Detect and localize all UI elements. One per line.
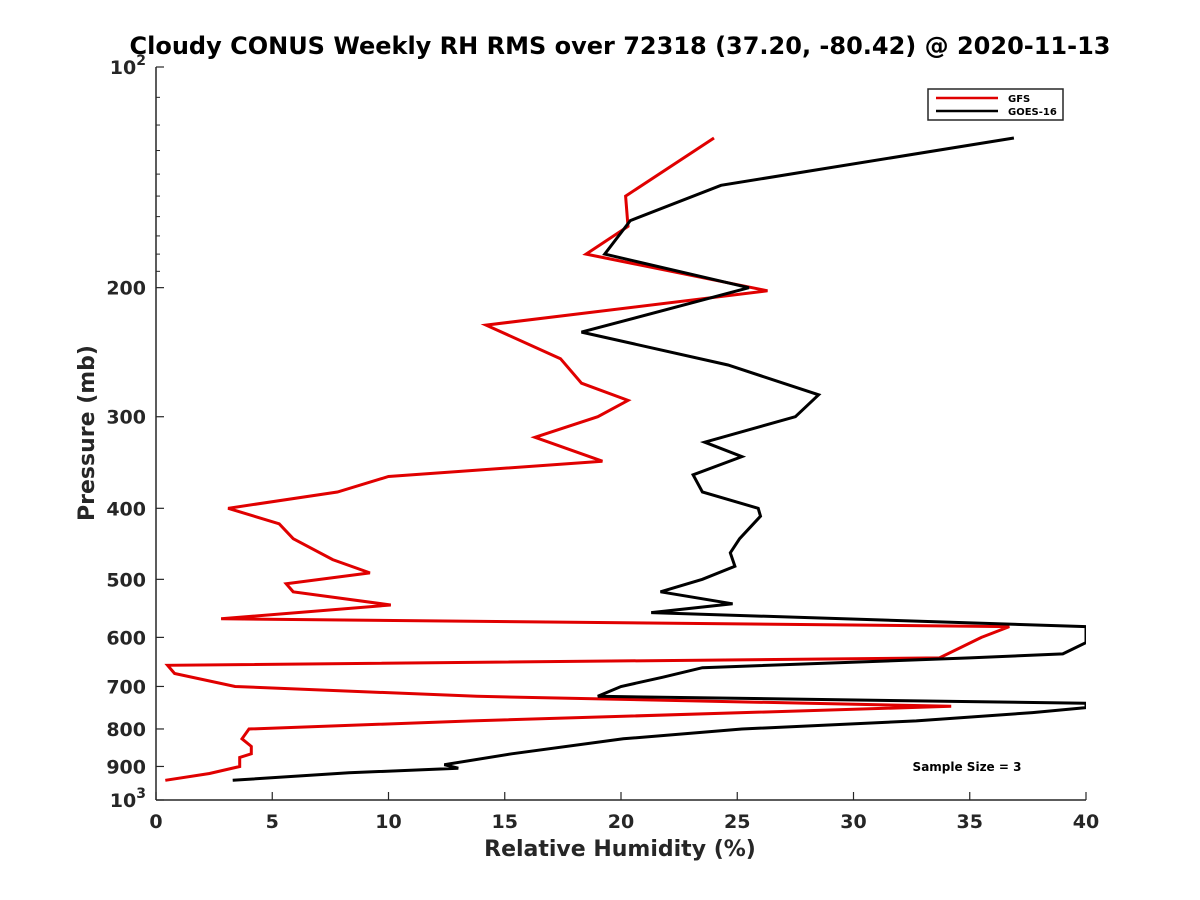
y-tick-label: 400 (106, 498, 146, 520)
y-axis-label: Pressure (mb) (75, 345, 100, 521)
series-line-gfs (164, 136, 1010, 782)
y-tick-label: 200 (106, 278, 146, 300)
x-axis-label: Relative Humidity (%) (484, 837, 756, 862)
y-tick-label: 600 (106, 627, 146, 649)
x-tick-label: 25 (724, 811, 750, 833)
x-tick-label: 40 (1073, 811, 1099, 833)
x-tick-label: 30 (840, 811, 866, 833)
x-tick-label: 5 (266, 811, 279, 833)
legend-box (927, 88, 1064, 121)
series-line-goes-16 (232, 136, 1086, 782)
legend: GFS GOES-16 (927, 88, 1064, 121)
x-tick-label: 20 (608, 811, 634, 833)
x-tick-label: 10 (375, 811, 401, 833)
legend-label: GOES-16 (1008, 107, 1057, 118)
x-tick-label: 0 (149, 811, 162, 833)
x-tick-label: 15 (492, 811, 518, 833)
y-tick-label: 900 (106, 756, 146, 778)
sample-size-annotation: Sample Size = 3 (913, 760, 1022, 774)
legend-label: GFS (1008, 94, 1030, 105)
y-tick-label: 700 (106, 676, 146, 698)
y-tick-label: 500 (106, 569, 146, 591)
y-tick-label: 300 (106, 407, 146, 429)
plot-area: 0 5 10 15 20 25 30 35 40102200300400500600700800… (106, 53, 1099, 833)
chart-title: Cloudy CONUS Weekly RH RMS over 72318 (3… (130, 32, 1111, 60)
x-tick-label: 35 (957, 811, 983, 833)
y-tick-label: 800 (106, 719, 146, 741)
